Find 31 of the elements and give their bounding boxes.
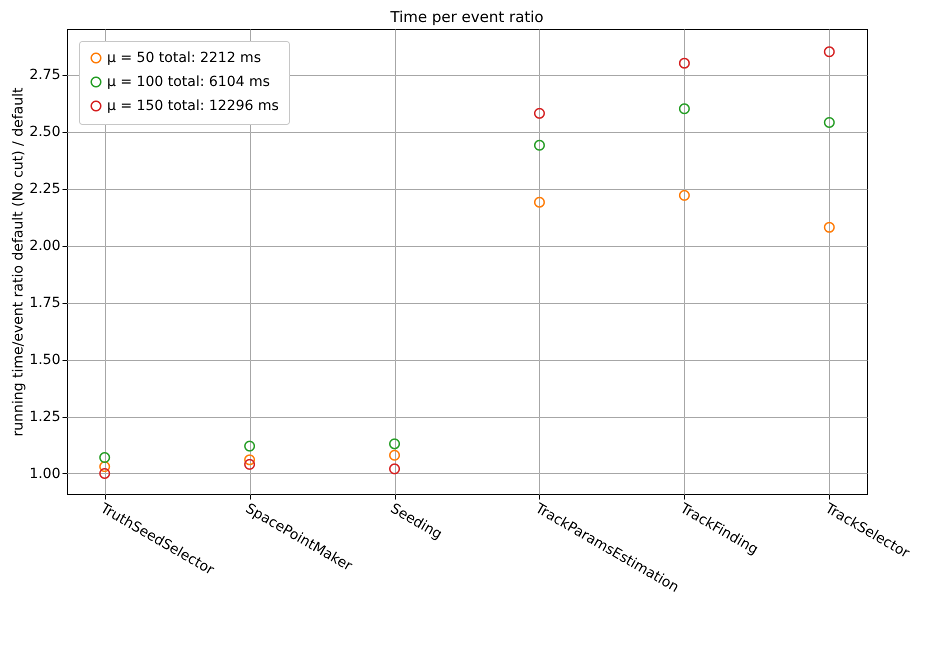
legend-label: μ = 100 total: 6104 ms [107, 74, 270, 90]
y-tick-label: 1.75 [29, 295, 60, 312]
point [244, 440, 256, 452]
point [678, 58, 690, 69]
y-tick-label: 1.00 [29, 466, 60, 482]
point [534, 108, 545, 119]
legend-label: μ = 150 total: 12296 ms [107, 98, 279, 114]
point [534, 196, 545, 208]
point [534, 140, 545, 151]
y-tick-label: 1.50 [29, 352, 60, 368]
y-tick-label: 2.75 [29, 67, 60, 84]
point [389, 438, 400, 450]
legend-label: μ = 50 total: 2212 ms [107, 50, 261, 66]
point [678, 103, 690, 114]
chart-title: Time per event ratio [389, 8, 544, 26]
point [389, 450, 400, 461]
y-tick-label: 2.50 [29, 124, 60, 140]
point [389, 463, 400, 474]
point [244, 454, 256, 466]
y-tick-label: 2.25 [29, 181, 60, 198]
y-tick-label: 2.00 [29, 238, 60, 254]
point [244, 458, 256, 470]
point [824, 116, 835, 128]
y-axis-title: running time/event ratio default (No cut) / default [10, 87, 26, 436]
point [99, 452, 110, 464]
point [824, 222, 835, 233]
point [99, 468, 110, 479]
y-tick-label: 1.25 [29, 409, 60, 425]
point [99, 461, 110, 472]
point [824, 46, 835, 58]
point [678, 190, 690, 201]
